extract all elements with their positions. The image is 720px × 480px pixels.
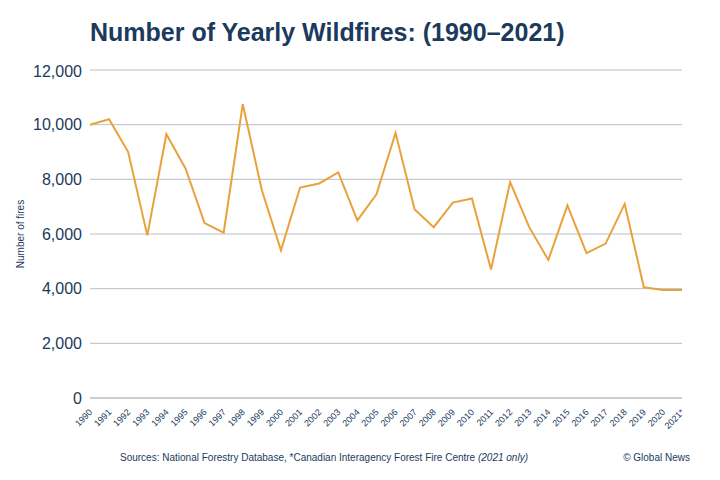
svg-text:2,000: 2,000 xyxy=(42,335,82,352)
svg-text:1998: 1998 xyxy=(226,407,247,428)
svg-text:10,000: 10,000 xyxy=(33,116,82,133)
svg-text:2017: 2017 xyxy=(589,407,610,428)
svg-text:1990: 1990 xyxy=(73,407,94,428)
svg-text:2011: 2011 xyxy=(475,407,496,428)
svg-text:2008: 2008 xyxy=(417,407,438,428)
svg-text:2013: 2013 xyxy=(512,407,533,428)
svg-text:2012: 2012 xyxy=(493,407,514,428)
svg-text:2019: 2019 xyxy=(627,407,648,428)
svg-text:1992: 1992 xyxy=(111,407,132,428)
svg-text:1995: 1995 xyxy=(168,407,189,428)
svg-text:2010: 2010 xyxy=(455,407,476,428)
svg-text:2002: 2002 xyxy=(302,407,323,428)
html-text:© Global News: © Global News xyxy=(623,452,690,463)
svg-text:2009: 2009 xyxy=(436,407,457,428)
svg-text:2015: 2015 xyxy=(550,407,571,428)
svg-text:2005: 2005 xyxy=(359,407,380,428)
svg-text:6,000: 6,000 xyxy=(42,226,82,243)
svg-text:12,000: 12,000 xyxy=(33,63,82,80)
svg-text:1994: 1994 xyxy=(149,407,170,428)
svg-text:1997: 1997 xyxy=(207,407,228,428)
svg-text:8,000: 8,000 xyxy=(42,171,82,188)
svg-text:2014: 2014 xyxy=(531,407,552,428)
html-text:Number of Yearly Wildfires: (1: Number of Yearly Wildfires: (1990–2021) xyxy=(90,18,565,46)
html-text:Sources: National Forestry Dat: Sources: National Forestry Database, *Ca… xyxy=(120,452,528,463)
svg-text:2007: 2007 xyxy=(398,407,419,428)
svg-text:1999: 1999 xyxy=(245,407,266,428)
svg-text:1991: 1991 xyxy=(92,407,113,428)
svg-text:0: 0 xyxy=(73,390,82,407)
svg-text:2020: 2020 xyxy=(645,407,668,429)
svg-text:4,000: 4,000 xyxy=(42,280,82,297)
svg-text:2006: 2006 xyxy=(379,407,400,428)
svg-text:2018: 2018 xyxy=(608,407,629,428)
svg-text:2000: 2000 xyxy=(264,407,285,428)
svg-text:1993: 1993 xyxy=(130,407,151,428)
svg-text:2003: 2003 xyxy=(321,407,342,428)
svg-text:2021*: 2021* xyxy=(663,407,687,431)
svg-text:Number of fires: Number of fires xyxy=(15,200,26,268)
svg-text:1996: 1996 xyxy=(188,407,209,428)
svg-text:2016: 2016 xyxy=(570,407,591,428)
svg-text:2004: 2004 xyxy=(340,407,361,428)
svg-text:2001: 2001 xyxy=(283,407,304,428)
